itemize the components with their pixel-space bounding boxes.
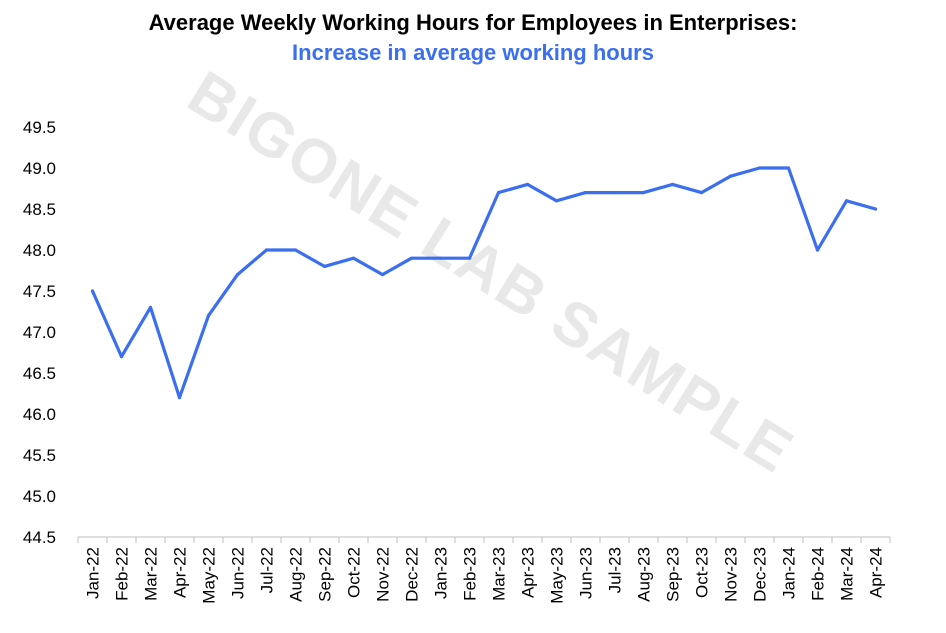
chart-subtitle: Increase in average working hours	[292, 40, 654, 65]
data-point	[496, 191, 501, 195]
data-point	[641, 191, 646, 195]
y-tick-label: 49.0	[23, 159, 56, 178]
x-tick-label: Dec-22	[403, 547, 422, 602]
x-tick-label: Aug-23	[635, 547, 654, 602]
data-point	[119, 355, 124, 359]
x-tick-label: Jul-23	[606, 547, 625, 593]
data-point	[815, 248, 820, 252]
x-tick-label: Feb-24	[809, 547, 828, 601]
y-tick-label: 45.0	[23, 487, 56, 506]
chart-title: Average Weekly Working Hours for Employe…	[148, 10, 798, 35]
y-tick-label: 47.0	[23, 323, 56, 342]
data-point	[351, 256, 356, 260]
data-point	[757, 166, 762, 170]
x-tick-label: Oct-22	[345, 547, 364, 598]
x-tick-label: May-23	[548, 547, 567, 604]
y-axis-ticks: 44.5 45.0 45.5 46.0 46.5 47.0 47.5 48.0 48.5 49.0…	[23, 118, 56, 547]
x-tick-label: Jan-22	[84, 547, 103, 599]
x-tick-label: Jan-23	[432, 547, 451, 599]
data-point	[206, 314, 211, 318]
x-tick-label: Nov-23	[722, 547, 741, 602]
x-tick-label: Jul-22	[258, 547, 277, 593]
x-tick-label: Nov-22	[374, 547, 393, 602]
x-tick-label: May-22	[200, 547, 219, 604]
x-tick-label: Jun-22	[229, 547, 248, 599]
y-tick-label: 46.0	[23, 405, 56, 424]
data-point	[873, 207, 878, 211]
data-point	[148, 305, 153, 309]
x-tick-label: Aug-22	[287, 547, 306, 602]
y-tick-label: 44.5	[23, 528, 56, 547]
data-point	[583, 191, 588, 195]
data-point	[264, 248, 269, 252]
watermark-text: BIGONE LAB SAMPLE	[176, 58, 805, 487]
data-point	[612, 191, 617, 195]
data-point	[844, 199, 849, 203]
x-tick-label: Mar-24	[838, 547, 857, 601]
data-point	[699, 191, 704, 195]
y-tick-label: 46.5	[23, 364, 56, 383]
data-point	[786, 166, 791, 170]
x-tick-label: Apr-22	[171, 547, 190, 598]
data-point	[728, 174, 733, 178]
data-point	[235, 273, 240, 277]
y-tick-label: 45.5	[23, 446, 56, 465]
x-tick-label: Dec-23	[751, 547, 770, 602]
y-tick-label: 47.5	[23, 282, 56, 301]
x-axis-ticks: Jan-22 Feb-22 Mar-22 Apr-22 May-22 Jun-22 Jul-…	[84, 547, 886, 604]
data-point	[554, 199, 559, 203]
data-point	[380, 273, 385, 277]
x-tick-label: Apr-23	[519, 547, 538, 598]
data-point	[177, 396, 182, 400]
x-tick-label: Feb-22	[113, 547, 132, 601]
y-tick-label: 49.5	[23, 118, 56, 137]
y-tick-label: 48.5	[23, 200, 56, 219]
x-tick-label: Jan-24	[780, 547, 799, 599]
x-tick-label: Oct-23	[693, 547, 712, 598]
data-point	[90, 289, 95, 293]
x-tick-label: Feb-23	[461, 547, 480, 601]
x-tick-label: Mar-23	[490, 547, 509, 601]
data-points	[90, 166, 878, 400]
data-point	[438, 256, 443, 260]
series-line	[90, 166, 878, 400]
x-tick-label: Sep-22	[316, 547, 335, 602]
data-point	[293, 248, 298, 252]
y-tick-label: 48.0	[23, 241, 56, 260]
x-tick-label: Mar-22	[142, 547, 161, 601]
x-tick-label: Sep-23	[664, 547, 683, 602]
data-point	[467, 256, 472, 260]
data-point	[670, 182, 675, 186]
data-point	[322, 264, 327, 268]
x-tick-label: Apr-24	[867, 547, 886, 598]
data-point	[409, 256, 414, 260]
x-axis-tickmarks	[77, 537, 891, 543]
watermark: BIGONE LAB SAMPLE	[176, 58, 805, 487]
x-tick-label: Jun-23	[577, 547, 596, 599]
data-point	[525, 182, 530, 186]
